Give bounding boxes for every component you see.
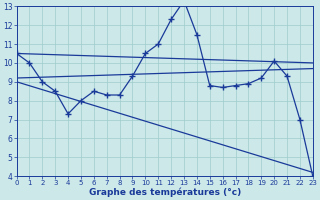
X-axis label: Graphe des températures (°c): Graphe des températures (°c)	[89, 188, 241, 197]
